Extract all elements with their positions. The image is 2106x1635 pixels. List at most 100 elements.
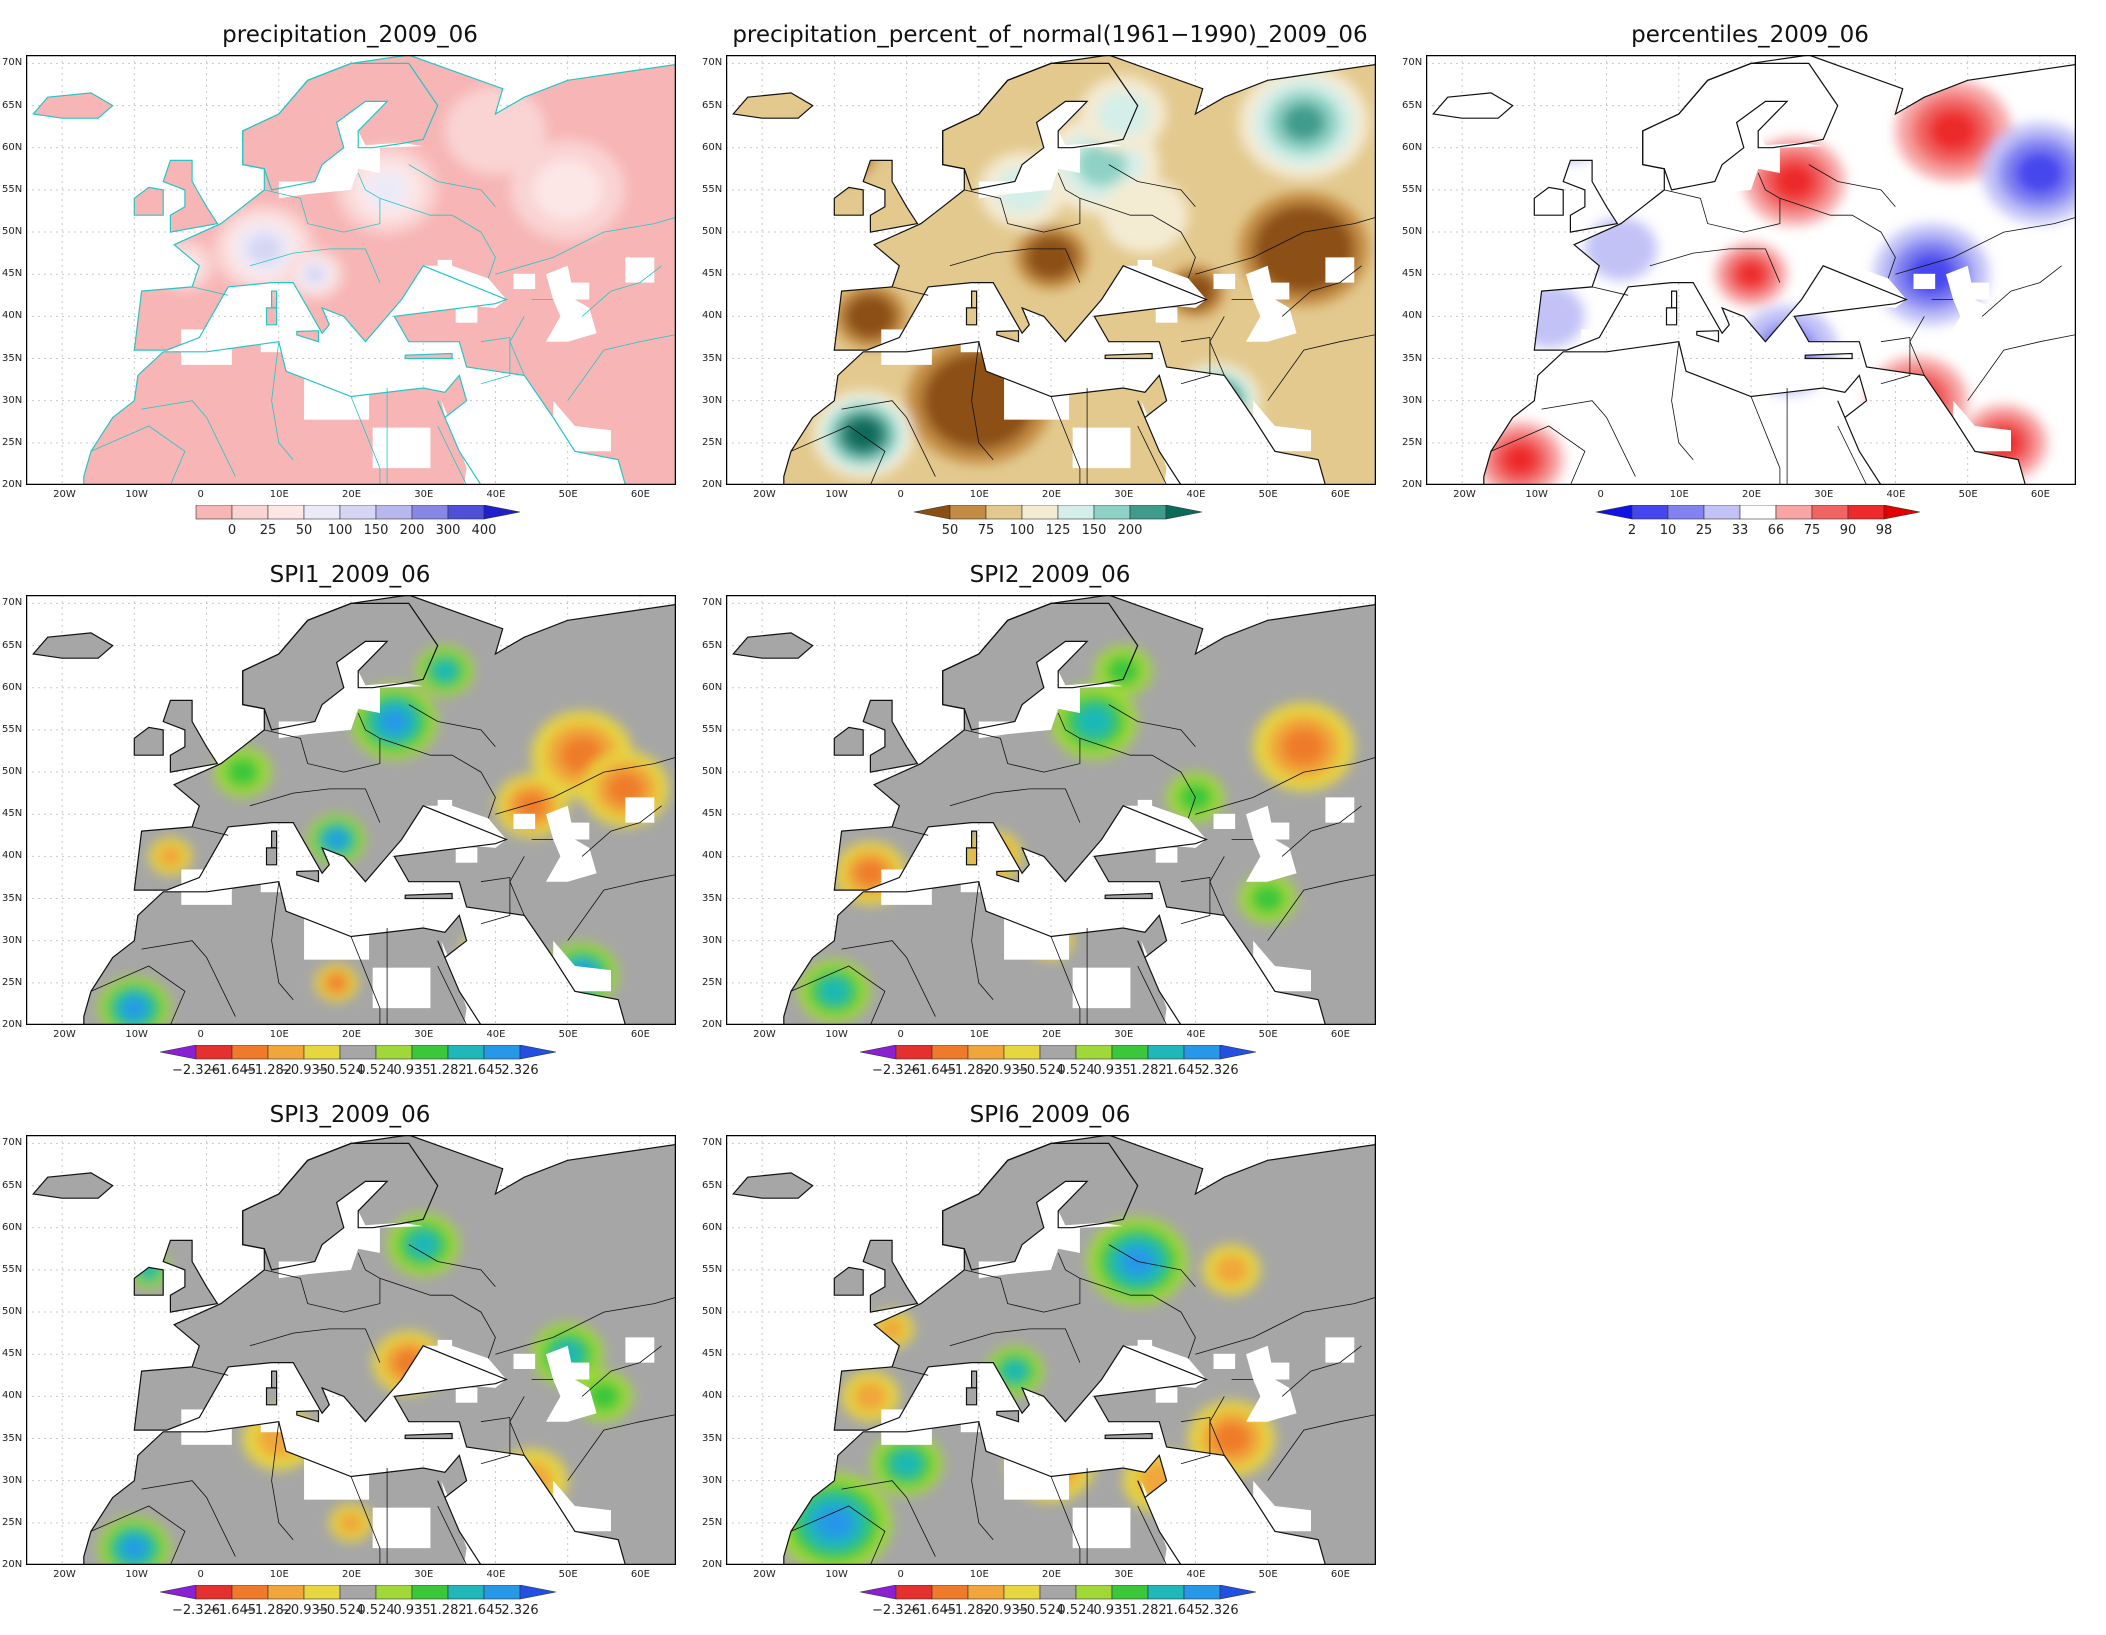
lat-tick-label: 65N [2, 99, 23, 111]
map-panel-spi6: SPI6_2009_06 70N 65N 60N 55N 50N 45N 40N 35N 30N 2… [700, 1080, 1400, 1635]
lat-tick-label: 70N [2, 57, 23, 69]
colorbar-label: 50 [941, 523, 959, 538]
lat-tick-label: 30N [702, 1474, 723, 1486]
colorbar-swatch [411, 505, 449, 520]
map-panel-spi1: SPI1_2009_06 70N 65N 60N 55N 50N 45N 40N 35N 30N 2… [0, 540, 700, 1095]
colorbar-label: −2.326 [871, 1063, 921, 1078]
lat-tick-label: 30N [702, 934, 723, 946]
lon-tick-label: 60E [1330, 1029, 1350, 1040]
lat-tick-label: 20N [702, 1019, 723, 1030]
colorbar-label: 0.935 [393, 1603, 431, 1618]
lat-tick-label: 55N [1402, 183, 1423, 195]
colorbar-swatch [859, 1045, 897, 1060]
lat-tick-label: 40N [2, 310, 23, 322]
colorbar-swatch [895, 1045, 933, 1060]
map-title: SPI6_2009_06 [969, 1102, 1131, 1128]
lon-tick-label: 10W [1525, 489, 1548, 500]
colorbar [1595, 505, 1921, 520]
colorbar-swatch [303, 505, 341, 520]
lon-tick-label: 60E [1330, 1569, 1350, 1580]
lat-tick-label: 45N [2, 268, 23, 280]
map-panel-percent_of_normal: precipitation_percent_of_normal(1961−199… [700, 0, 1400, 555]
colorbar-label: −2.326 [171, 1063, 221, 1078]
map-title: SPI1_2009_06 [269, 562, 431, 588]
lat-tick-label: 25N [2, 436, 23, 448]
colorbar-label: −0.935 [279, 1063, 329, 1078]
colorbar-swatch [1595, 505, 1633, 520]
map-plot [26, 595, 676, 1025]
lat-tick-label: 35N [1402, 352, 1423, 364]
colorbar-swatch [231, 1045, 269, 1060]
colorbar-swatch [985, 505, 1023, 520]
lon-tick-label: 10W [825, 489, 848, 500]
lon-tick-label: 20W [753, 489, 776, 500]
lon-tick-label: 20W [53, 1029, 76, 1040]
colorbar-label: 1.282 [429, 1603, 467, 1618]
colorbar-swatch [949, 505, 987, 520]
lon-tick-label: 0 [197, 489, 204, 500]
lon-tick-label: 0 [197, 1569, 204, 1580]
colorbar-swatch [1183, 1585, 1221, 1600]
colorbar [859, 1585, 1257, 1600]
lat-tick-label: 65N [702, 99, 723, 111]
colorbar-label: −2.326 [171, 1603, 221, 1618]
colorbar-label: −2.326 [871, 1603, 921, 1618]
lat-tick-label: 25N [702, 1516, 723, 1528]
lat-tick-label: 20N [1402, 479, 1423, 490]
lon-tick-label: 30E [1814, 489, 1834, 500]
colorbar-swatch [1075, 1585, 1113, 1600]
colorbar-swatch [519, 1585, 557, 1600]
lat-tick-label: 70N [702, 1137, 723, 1149]
lat-tick-label: 55N [2, 1263, 23, 1275]
colorbar-swatch [483, 505, 521, 520]
colorbar-label: 1.645 [465, 1603, 503, 1618]
colorbar-label: 0.524 [1057, 1063, 1095, 1078]
colorbar-label: 25 [259, 523, 277, 538]
lat-tick-label: 35N [2, 352, 23, 364]
lat-tick-label: 65N [2, 639, 23, 651]
colorbar [159, 1045, 557, 1060]
colorbar-label: 0.524 [357, 1603, 395, 1618]
lon-tick-label: 0 [897, 1569, 904, 1580]
lat-tick-label: 65N [702, 1179, 723, 1191]
colorbar-swatch [231, 1585, 269, 1600]
colorbar-label: 200 [399, 523, 425, 538]
map-plot [26, 1135, 676, 1565]
lon-tick-label: 10E [969, 1569, 989, 1580]
map-title: SPI2_2009_06 [969, 562, 1131, 588]
colorbar-swatch [375, 1045, 413, 1060]
lat-tick-label: 60N [2, 1221, 23, 1233]
lat-tick-label: 40N [702, 310, 723, 322]
colorbar-swatch [967, 1045, 1005, 1060]
colorbar-swatch [913, 505, 951, 520]
lon-tick-label: 40E [1186, 489, 1206, 500]
colorbar-swatch [1811, 505, 1849, 520]
lat-tick-label: 40N [1402, 310, 1423, 322]
lon-tick-label: 10W [825, 1029, 848, 1040]
lat-tick-label: 40N [2, 1390, 23, 1402]
lat-tick-label: 20N [702, 479, 723, 490]
colorbar-swatch [1147, 1585, 1185, 1600]
colorbar-swatch [375, 505, 413, 520]
lon-tick-label: 10E [269, 1029, 289, 1040]
lon-tick-label: 20W [753, 1029, 776, 1040]
lon-tick-label: 20E [342, 489, 362, 500]
lon-tick-label: 40E [486, 489, 506, 500]
colorbar-label: −1.645 [207, 1603, 257, 1618]
colorbar-label: −0.935 [979, 1603, 1029, 1618]
lat-tick-label: 25N [1402, 436, 1423, 448]
colorbar-swatch [447, 1045, 485, 1060]
colorbar-label: 1.645 [1165, 1063, 1203, 1078]
lon-tick-label: 30E [1114, 1029, 1134, 1040]
colorbar-label: 66 [1767, 523, 1785, 538]
lat-tick-label: 60N [1402, 141, 1423, 153]
colorbar-label: 2.326 [1201, 1603, 1239, 1618]
lat-tick-label: 65N [2, 1179, 23, 1191]
lon-tick-label: 60E [630, 1029, 650, 1040]
lon-tick-label: 20W [53, 489, 76, 500]
colorbar-label: −0.524 [1015, 1603, 1065, 1618]
lon-tick-label: 10W [125, 489, 148, 500]
colorbar-swatch [967, 1585, 1005, 1600]
colorbar-label: 33 [1731, 523, 1749, 538]
colorbar-label: 400 [471, 523, 497, 538]
